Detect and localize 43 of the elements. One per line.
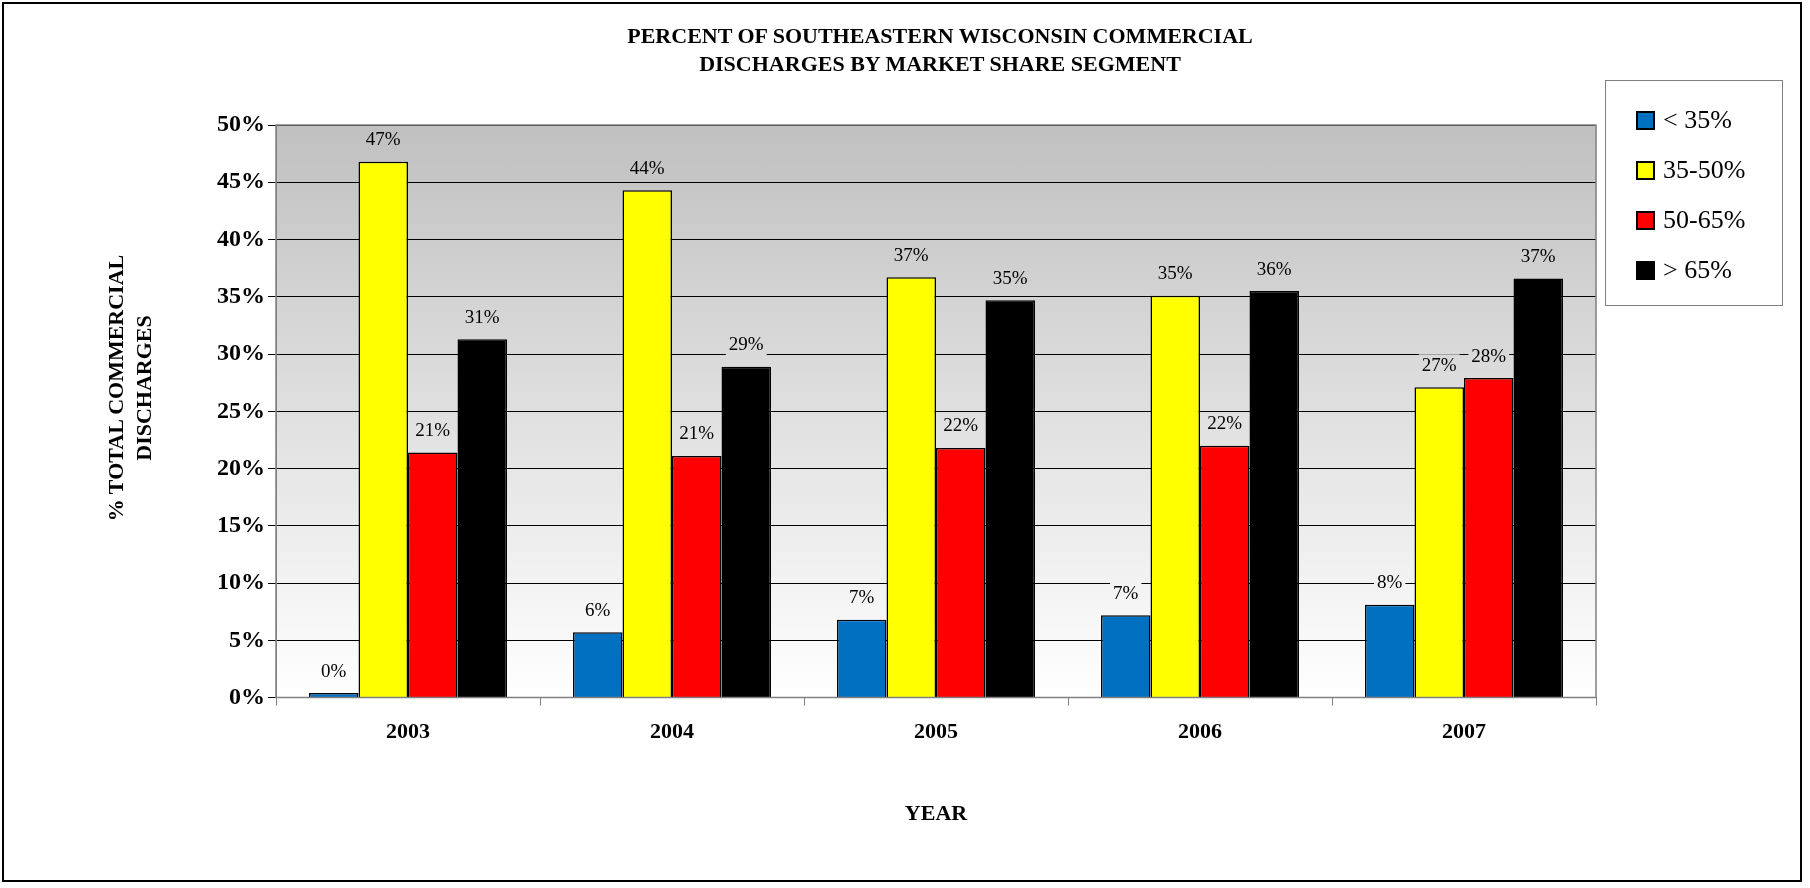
data-label: 22% — [1207, 412, 1243, 434]
data-label: 7% — [849, 586, 875, 608]
y-tick-label: 0% — [229, 682, 265, 709]
data-label: 35% — [1157, 262, 1193, 284]
data-label: 7% — [1113, 581, 1139, 603]
legend-label: 35-50% — [1663, 155, 1746, 185]
data-label: 21% — [415, 419, 451, 441]
legend-label: 50-65% — [1663, 205, 1746, 235]
data-label: 47% — [365, 128, 401, 150]
data-label: 29% — [728, 333, 764, 355]
data-label: 37% — [1520, 244, 1556, 266]
y-tick-label: 5% — [229, 625, 265, 652]
data-label: 0% — [321, 659, 347, 681]
data-label: 6% — [585, 598, 611, 620]
y-tick-label: 45% — [217, 167, 265, 194]
x-axis-title: YEAR — [903, 800, 969, 826]
data-label: 27% — [1421, 353, 1457, 375]
x-tick-label: 2007 — [1442, 718, 1486, 744]
x-tick-label: 2003 — [386, 718, 430, 744]
chart-title: PERCENT OF SOUTHEASTERN WISCONSIN COMMERCIAL DISCHARGES BY MARKET SHARE SEGMENT — [626, 22, 1254, 78]
y-tick-label: 25% — [217, 396, 265, 423]
data-label: 37% — [893, 243, 929, 265]
data-label: 36% — [1256, 257, 1292, 279]
x-tick-label: 2006 — [1178, 718, 1222, 744]
data-label: 44% — [629, 156, 665, 178]
legend-label: > 65% — [1663, 255, 1732, 285]
y-axis-title: % TOTAL COMMERCIAL DISCHARGES — [102, 253, 157, 524]
y-tick-label: 30% — [217, 339, 265, 366]
y-tick-label: 15% — [217, 511, 265, 538]
data-label: 35% — [992, 266, 1028, 288]
y-tick-label: 50% — [217, 110, 265, 137]
y-tick-label: 20% — [217, 453, 265, 480]
x-tick-label: 2004 — [650, 718, 694, 744]
data-label: 21% — [679, 422, 715, 444]
data-label: 31% — [464, 305, 500, 327]
y-tick-label: 40% — [217, 224, 265, 251]
y-tick-label: 35% — [217, 281, 265, 308]
data-label: 22% — [943, 414, 979, 436]
data-label: 28% — [1471, 344, 1507, 366]
y-tick-label: 10% — [217, 568, 265, 595]
legend-label: < 35% — [1663, 105, 1732, 135]
x-tick-label: 2005 — [914, 718, 958, 744]
data-label: 8% — [1377, 571, 1403, 593]
